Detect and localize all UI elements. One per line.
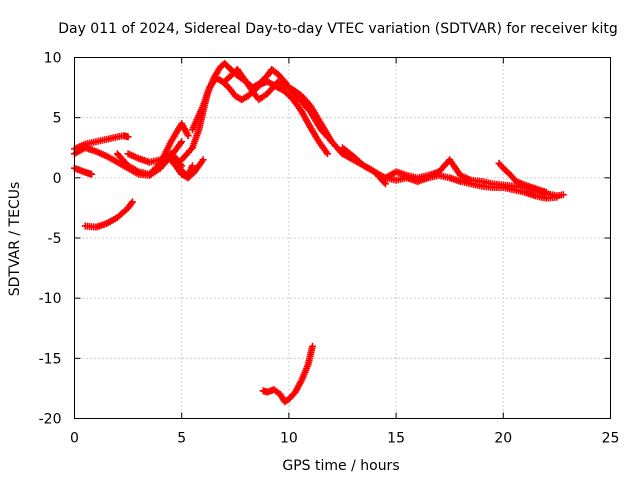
series-track-b [71,164,96,178]
y-tick-label: 5 [53,111,62,127]
chart-title: Day 011 of 2024, Sidereal Day-to-day VTE… [58,21,618,37]
data-point [128,198,136,206]
data-points [71,60,567,406]
x-tick-label: 20 [494,431,512,447]
y-tick-label: -15 [39,351,62,367]
y-tick-label: 0 [53,171,62,187]
x-tick-label: 10 [280,431,298,447]
data-point [553,193,561,201]
series-track-m [381,171,561,202]
y-tick-label: 10 [44,51,62,67]
data-point [127,199,135,207]
data-point [88,170,96,178]
data-point [187,145,195,153]
data-point [542,188,550,196]
y-tick-label: -5 [48,231,62,247]
y-tick-label: -20 [39,412,62,428]
data-point [559,191,567,199]
data-point [199,156,207,164]
y-axis-title: SDTVAR / TECUs [7,182,23,297]
series-track-l [339,144,567,200]
x-tick-label: 5 [177,431,186,447]
tick-labels: 0 5 10 15 20 25 -20 -15 -10 -5 0 5 10 [39,51,620,447]
axis-ticks [74,57,611,419]
series-track-h [167,156,207,182]
x-tick-label: 0 [70,431,79,447]
series-track-o [259,342,316,406]
x-axis-title: GPS time / hours [282,458,399,474]
series-track-f [113,120,192,178]
grid [74,57,611,419]
data-point [308,342,316,350]
x-tick-label: 25 [602,431,620,447]
data-point [178,138,186,146]
series-track-n [495,159,550,196]
data-point [381,180,389,188]
x-tick-label: 15 [387,431,405,447]
series-track-d [81,198,136,231]
data-point [323,150,331,158]
data-point [124,133,132,141]
y-tick-label: -10 [39,291,62,307]
data-point [184,132,192,140]
data-point [188,162,196,170]
